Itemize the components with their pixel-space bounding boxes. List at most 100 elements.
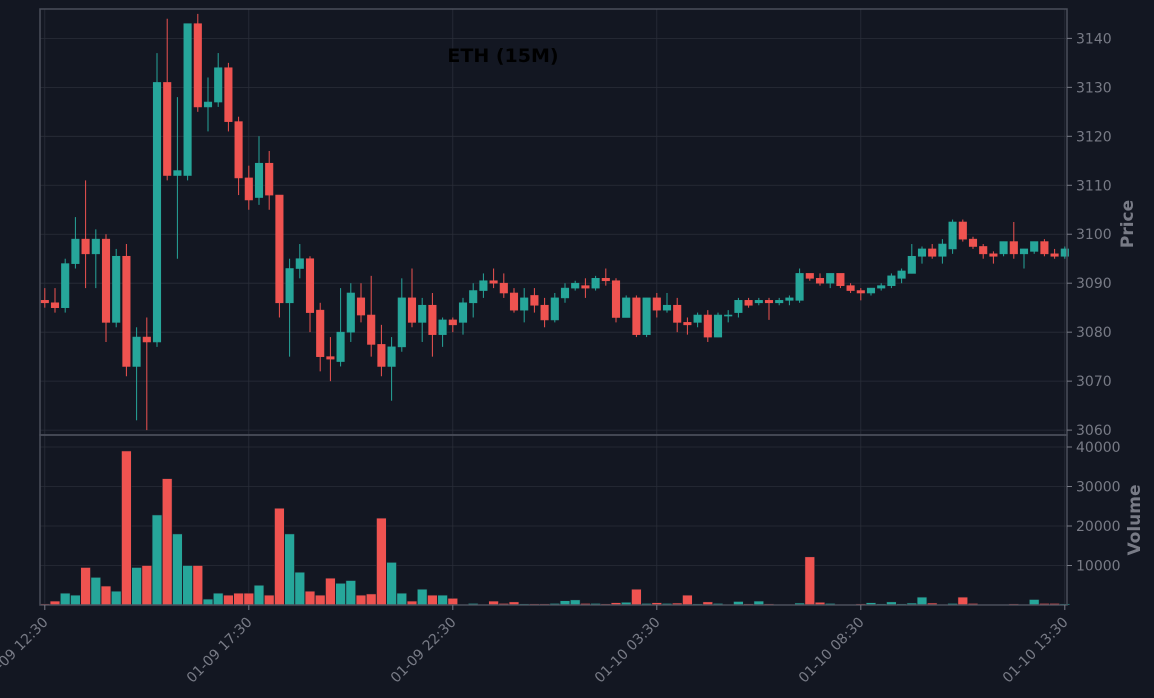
candle bbox=[764, 297, 774, 320]
candle bbox=[132, 327, 141, 421]
candle-body bbox=[744, 300, 753, 306]
candle-body bbox=[601, 278, 610, 282]
candle bbox=[826, 273, 835, 289]
candle bbox=[244, 165, 253, 210]
candle bbox=[356, 283, 366, 323]
candle-body bbox=[642, 297, 651, 335]
candle-body bbox=[571, 282, 580, 289]
candle-body bbox=[81, 238, 90, 255]
candle-body bbox=[958, 221, 967, 240]
volume-bar bbox=[682, 594, 693, 606]
candle-body bbox=[979, 246, 988, 255]
candle bbox=[683, 317, 692, 335]
candle bbox=[81, 180, 90, 289]
candle-body bbox=[418, 304, 427, 323]
volume-tick-label: 30000 bbox=[1076, 480, 1121, 496]
candle bbox=[387, 337, 396, 401]
candle-body bbox=[122, 255, 131, 367]
candle-body bbox=[254, 162, 264, 198]
candle-body bbox=[795, 273, 804, 301]
candle bbox=[632, 295, 641, 338]
candle bbox=[173, 97, 182, 259]
candle-body bbox=[214, 67, 223, 103]
volume-bar bbox=[365, 593, 377, 606]
candle bbox=[713, 312, 723, 338]
candle bbox=[989, 251, 998, 264]
volume-bar bbox=[437, 594, 448, 606]
volume-bar bbox=[416, 588, 428, 606]
volume-bar bbox=[70, 594, 81, 606]
volume-bar bbox=[274, 507, 285, 606]
candle bbox=[877, 283, 886, 291]
candle-body bbox=[1040, 241, 1049, 255]
candles-layer bbox=[40, 13, 1069, 431]
candle-body bbox=[877, 285, 886, 289]
price-axis: 3060 3070 3080 3090 3100 3110 3120 3130 3140 bbox=[1067, 31, 1112, 439]
candle bbox=[897, 268, 906, 284]
candle-body bbox=[928, 248, 937, 257]
volume-tick-label: 40000 bbox=[1076, 440, 1121, 456]
candle-body bbox=[244, 177, 253, 201]
candle bbox=[479, 273, 488, 298]
candle-body bbox=[887, 275, 896, 286]
candle-body bbox=[1060, 248, 1069, 257]
candle-body bbox=[591, 278, 600, 289]
candle bbox=[203, 77, 213, 132]
candle bbox=[448, 317, 457, 333]
candle-body bbox=[346, 292, 355, 333]
candle-body bbox=[703, 314, 712, 338]
candle-body bbox=[652, 297, 661, 311]
candle bbox=[458, 297, 468, 335]
candle bbox=[887, 273, 896, 289]
candle-body bbox=[265, 162, 274, 196]
candle-body bbox=[1050, 253, 1059, 257]
candle bbox=[489, 268, 498, 289]
volume-bar bbox=[284, 533, 295, 606]
candle bbox=[142, 317, 151, 431]
candle-body bbox=[71, 238, 80, 264]
candle-body bbox=[326, 356, 335, 360]
candle bbox=[112, 248, 121, 328]
price-tick-label: 3080 bbox=[1076, 325, 1112, 341]
price-tick-label: 3130 bbox=[1076, 80, 1112, 96]
chart-title: ETH (15M) bbox=[447, 45, 558, 67]
candle bbox=[122, 244, 131, 377]
volume-bar bbox=[304, 590, 316, 606]
candle-body bbox=[336, 331, 345, 362]
candle bbox=[183, 23, 192, 181]
volume-bar bbox=[162, 478, 173, 606]
candle-body bbox=[285, 268, 294, 304]
candle-body bbox=[764, 300, 774, 304]
candle-body bbox=[938, 243, 947, 257]
candle-body bbox=[91, 238, 100, 255]
candle-body bbox=[438, 319, 447, 335]
candle-body bbox=[387, 346, 396, 367]
candle bbox=[71, 217, 80, 269]
volume-bar bbox=[631, 588, 642, 606]
candle bbox=[499, 273, 508, 298]
candle bbox=[775, 297, 784, 306]
candle-body bbox=[448, 319, 457, 326]
volume-bar bbox=[59, 592, 71, 606]
volume-bar bbox=[253, 584, 265, 606]
candle-body bbox=[713, 314, 723, 338]
volume-bar bbox=[804, 556, 816, 606]
volume-axis: 10000 20000 30000 40000 bbox=[1067, 440, 1121, 575]
volume-bar bbox=[335, 582, 346, 606]
candle bbox=[61, 258, 70, 313]
candle bbox=[795, 268, 804, 303]
candle bbox=[866, 287, 876, 296]
candle-body bbox=[632, 297, 641, 335]
volume-bar bbox=[172, 533, 183, 606]
volume-bar bbox=[90, 577, 102, 606]
candle bbox=[693, 312, 702, 328]
candle-body bbox=[540, 304, 549, 321]
candle-body bbox=[234, 121, 243, 179]
volume-bar bbox=[151, 514, 163, 606]
candle-body bbox=[305, 258, 315, 313]
volume-bar bbox=[396, 592, 407, 606]
candle-body bbox=[509, 292, 519, 311]
candle-body bbox=[428, 304, 437, 335]
candle-body bbox=[50, 302, 60, 308]
